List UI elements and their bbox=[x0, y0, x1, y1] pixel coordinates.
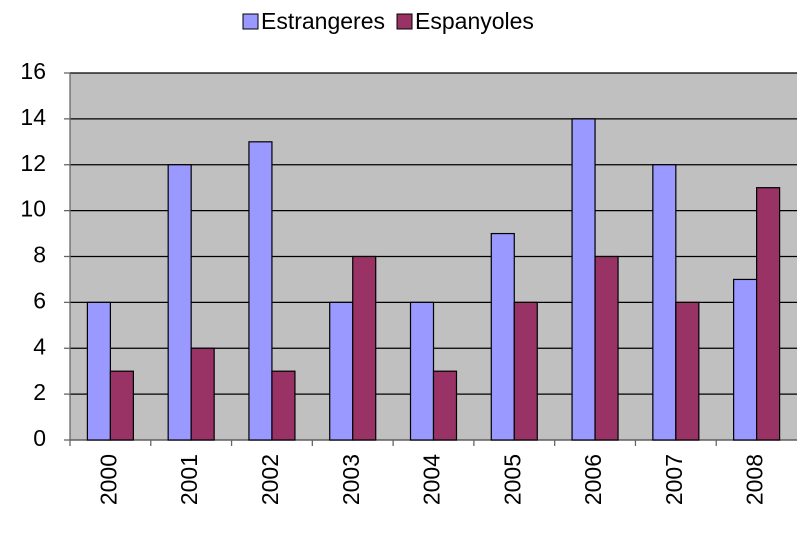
bar bbox=[409, 301, 435, 441]
bar bbox=[571, 118, 596, 441]
bar bbox=[594, 255, 619, 441]
y-tick-label: 0 bbox=[33, 425, 46, 451]
legend-label: Estrangeres bbox=[261, 8, 385, 34]
y-tick-label: 6 bbox=[33, 287, 46, 313]
y-tick-label: 10 bbox=[20, 196, 46, 222]
bar bbox=[167, 164, 192, 441]
legend-swatch bbox=[242, 13, 259, 30]
legend-label: Espanyoles bbox=[415, 8, 534, 34]
x-tick-label: 2000 bbox=[95, 454, 121, 505]
bar bbox=[86, 301, 111, 441]
x-tick-label: 2004 bbox=[419, 454, 445, 505]
legend-swatch bbox=[396, 13, 413, 30]
x-tick-label: 2001 bbox=[176, 454, 202, 505]
y-tick-label: 4 bbox=[33, 333, 46, 359]
y-tick-label: 14 bbox=[20, 104, 46, 130]
bar bbox=[329, 301, 354, 441]
x-tick-label: 2006 bbox=[580, 454, 606, 505]
bar bbox=[652, 164, 677, 441]
bar bbox=[248, 141, 273, 441]
bar bbox=[490, 232, 515, 441]
x-tick-label: 2005 bbox=[499, 454, 525, 505]
bar bbox=[109, 370, 134, 441]
x-tick-label: 2003 bbox=[338, 454, 364, 505]
bar bbox=[432, 370, 458, 441]
y-tick-label: 8 bbox=[33, 242, 46, 268]
bar bbox=[675, 301, 700, 441]
bar bbox=[733, 278, 758, 441]
bar bbox=[513, 301, 538, 441]
bar bbox=[352, 255, 377, 441]
x-tick-label: 2007 bbox=[661, 454, 687, 505]
y-tick-label: 16 bbox=[20, 58, 46, 84]
bar bbox=[190, 347, 215, 441]
x-tick-label: 2008 bbox=[742, 454, 768, 505]
x-tick-label: 2002 bbox=[257, 454, 283, 505]
y-tick-label: 12 bbox=[20, 150, 46, 176]
bar bbox=[271, 370, 296, 441]
bar bbox=[756, 187, 781, 441]
y-tick-label: 2 bbox=[33, 379, 46, 405]
